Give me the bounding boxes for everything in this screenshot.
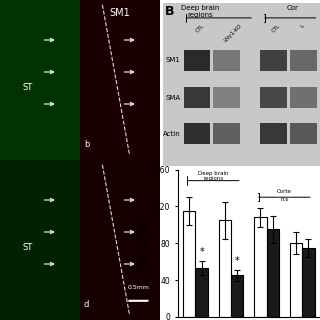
Y-axis label: Arbitrary Units: Arbitrary Units <box>141 215 150 271</box>
Bar <box>213 87 240 108</box>
Bar <box>213 50 240 71</box>
Text: Actin: Actin <box>163 131 180 137</box>
Bar <box>213 123 240 144</box>
Text: ST: ST <box>23 84 33 92</box>
Bar <box>290 243 302 317</box>
Text: L: L <box>300 23 305 28</box>
Bar <box>260 50 287 71</box>
Bar <box>219 220 231 317</box>
Text: b: b <box>84 140 89 149</box>
Text: SM1: SM1 <box>110 8 130 18</box>
Bar <box>184 87 210 108</box>
Bar <box>267 229 279 317</box>
Text: Corte: Corte <box>277 189 292 194</box>
Text: Cor: Cor <box>286 5 298 11</box>
Bar <box>184 50 210 71</box>
Bar <box>254 3 260 166</box>
Text: 0.5mm: 0.5mm <box>127 284 149 290</box>
Bar <box>183 211 196 317</box>
Bar <box>184 123 210 144</box>
Text: SMA: SMA <box>165 95 180 101</box>
Bar <box>290 87 317 108</box>
Text: *: * <box>199 247 204 257</box>
Text: ST: ST <box>23 244 33 252</box>
Text: CTL: CTL <box>271 23 282 33</box>
Bar <box>231 276 244 317</box>
Bar <box>290 123 317 144</box>
Bar <box>196 268 208 317</box>
Text: d: d <box>84 300 89 309</box>
Text: n.s: n.s <box>280 197 288 202</box>
Bar <box>260 87 287 108</box>
Bar <box>290 50 317 71</box>
Text: CTL: CTL <box>195 23 205 33</box>
Text: *: * <box>235 256 240 266</box>
Text: Deep brain
regions: Deep brain regions <box>198 171 228 181</box>
Bar <box>254 218 267 317</box>
Text: B: B <box>165 5 174 18</box>
Bar <box>260 123 287 144</box>
Text: SM1: SM1 <box>165 57 180 63</box>
Text: Deep brain
regions: Deep brain regions <box>181 5 219 18</box>
Text: LNγ1-KO: LNγ1-KO <box>223 23 243 43</box>
Bar <box>302 248 315 317</box>
